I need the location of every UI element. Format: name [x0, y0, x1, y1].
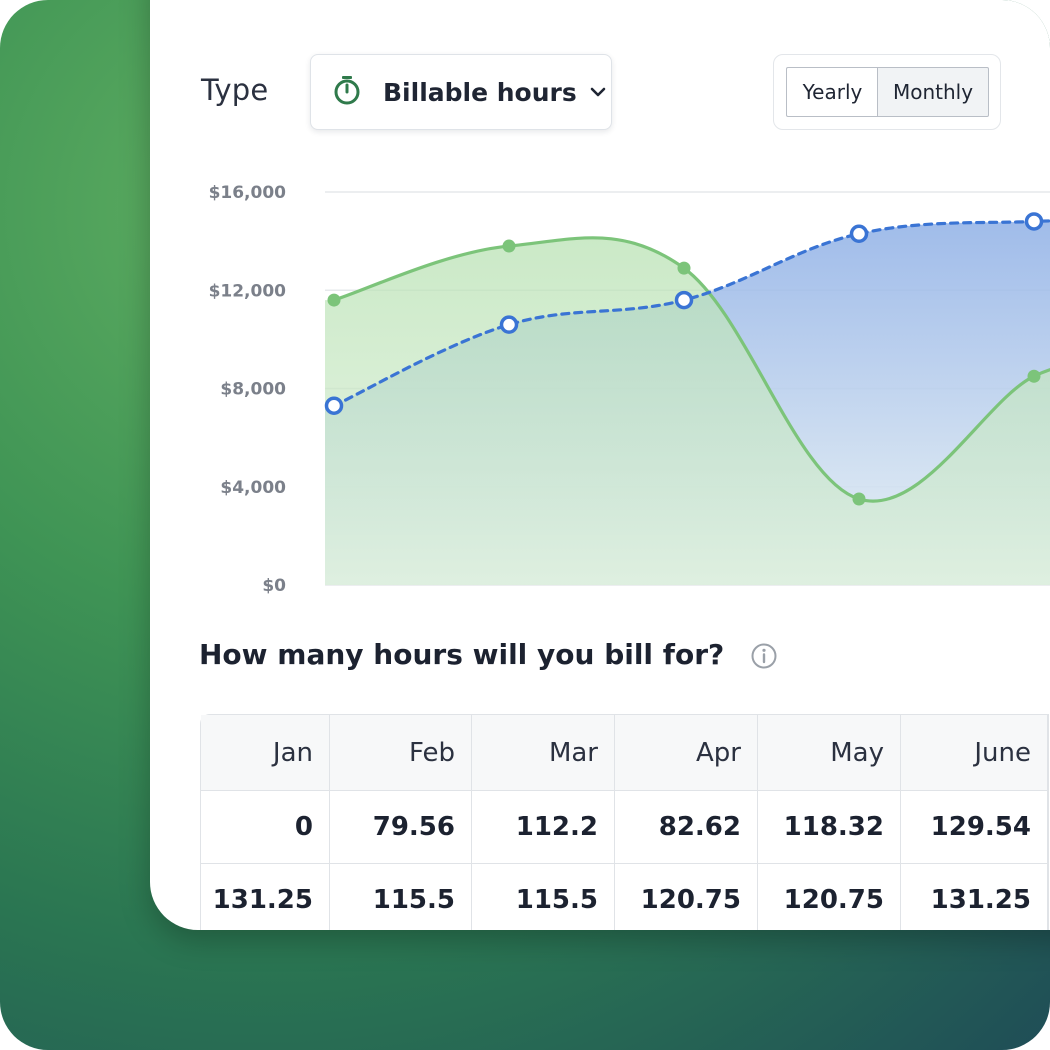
y-tick-label: $4,000: [220, 478, 286, 498]
billing-card: Type Billable hours Yearly Monthly: [150, 0, 1050, 930]
type-select[interactable]: Billable hours: [310, 54, 612, 130]
hours-cell[interactable]: 131.25: [201, 864, 330, 930]
monthly-button[interactable]: Monthly: [877, 67, 989, 117]
column-header-jan: Jan: [201, 715, 330, 791]
type-label: Type: [201, 73, 269, 107]
data-point: [674, 290, 694, 310]
data-point: [849, 224, 869, 244]
data-point: [502, 239, 516, 253]
type-select-value: Billable hours: [383, 77, 577, 107]
data-point: [324, 396, 344, 415]
hours-cell[interactable]: 118.32: [758, 791, 901, 864]
table-header-row: Jan Feb Mar Apr May June: [201, 715, 1048, 791]
chevron-down-icon: [589, 83, 607, 102]
billing-question-heading: How many hours will you bill for?: [199, 638, 725, 671]
data-point: [677, 261, 691, 275]
column-header-may: May: [758, 715, 901, 791]
y-tick-label: $8,000: [220, 380, 286, 400]
column-header-june: June: [901, 715, 1048, 791]
info-icon[interactable]: [750, 642, 778, 674]
yearly-button[interactable]: Yearly: [786, 67, 878, 117]
column-header-mar: Mar: [472, 715, 615, 791]
hours-cell[interactable]: 0: [201, 791, 330, 864]
hours-cell[interactable]: 120.75: [758, 864, 901, 930]
period-toggle: Yearly Monthly: [773, 54, 1001, 130]
data-point: [327, 293, 341, 307]
hours-cell[interactable]: 120.75: [615, 864, 758, 930]
stopwatch-icon: [333, 75, 361, 109]
table-row: 0 79.56 112.2 82.62 118.32 129.54: [201, 791, 1048, 864]
hours-cell[interactable]: 112.2: [472, 791, 615, 864]
y-tick-label: $12,000: [209, 281, 287, 301]
y-tick-label: $0: [262, 576, 286, 596]
hours-cell[interactable]: 82.62: [615, 791, 758, 864]
data-point: [852, 492, 866, 506]
hours-cell[interactable]: 115.5: [330, 864, 472, 930]
column-header-apr: Apr: [615, 715, 758, 791]
hours-table: Jan Feb Mar Apr May June 0 79.56 112.2 8…: [200, 714, 1049, 930]
hours-cell[interactable]: 115.5: [472, 864, 615, 930]
column-header-feb: Feb: [330, 715, 472, 791]
hours-cell[interactable]: 131.25: [901, 864, 1048, 930]
y-tick-label: $16,000: [209, 183, 287, 203]
hours-cell[interactable]: 129.54: [901, 791, 1048, 864]
table-row: 131.25 115.5 115.5 120.75 120.75 131.25: [201, 864, 1048, 930]
data-point: [499, 315, 519, 334]
hours-cell[interactable]: 79.56: [330, 791, 472, 864]
data-point: [1027, 369, 1041, 383]
data-point: [1024, 212, 1044, 231]
hours-area-chart: $16,000 $12,000 $8,000 $4,000 $0: [209, 183, 1050, 596]
